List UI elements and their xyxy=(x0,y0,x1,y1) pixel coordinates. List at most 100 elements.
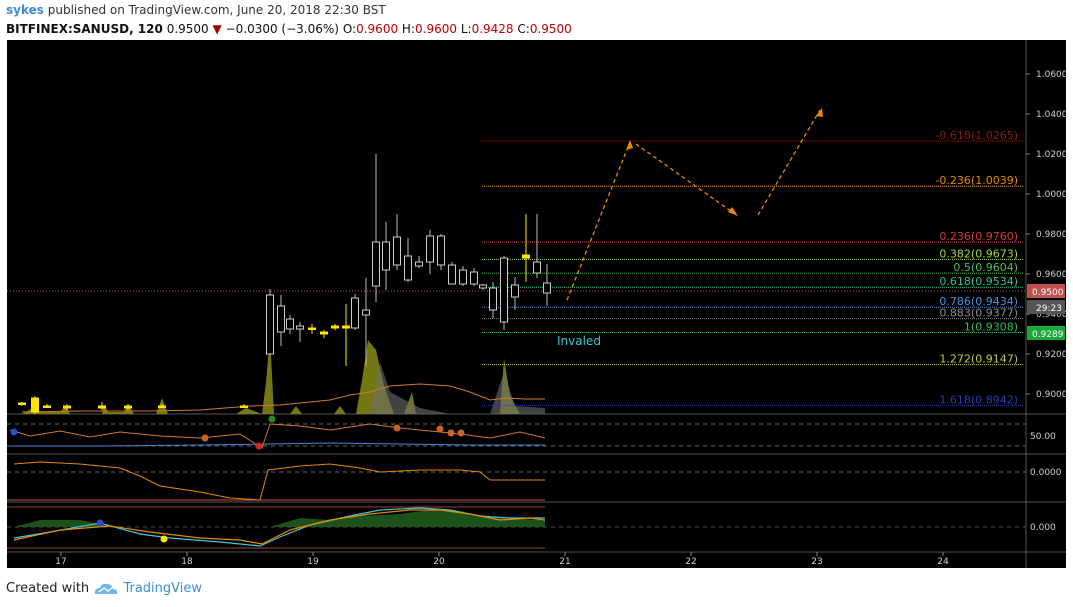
down-arrow-icon: ▼ xyxy=(212,22,222,36)
author-link[interactable]: sykes xyxy=(6,3,44,17)
candle-body xyxy=(382,241,390,271)
candle-body xyxy=(351,297,359,329)
volume-area xyxy=(21,336,545,414)
open-value: 0.9600 xyxy=(356,22,399,36)
projection-path[interactable] xyxy=(566,109,821,301)
fib-level-label: -0.618(1.0265) xyxy=(935,129,1018,142)
price-tick-label: 0.9800 xyxy=(1036,230,1068,240)
candle-body xyxy=(331,325,339,329)
candle-body xyxy=(522,254,530,259)
candle-body xyxy=(18,402,26,405)
high-label: H: xyxy=(401,22,415,36)
fib-level-label: 0.5(0.9604) xyxy=(953,261,1018,274)
candle-body xyxy=(543,282,551,294)
price-tick-label: 1.0600 xyxy=(1036,70,1068,80)
symbol-label: BITFINEX:SANUSD, 120 xyxy=(6,22,163,36)
created-with-label: Created with xyxy=(6,581,90,596)
candle-body xyxy=(426,235,434,263)
candle-body xyxy=(437,235,445,266)
current-price-label: 0.9500 xyxy=(1032,288,1064,298)
candle-body xyxy=(372,241,380,287)
price-tick-label: 1.0000 xyxy=(1036,190,1068,200)
candle-body xyxy=(448,264,456,285)
candle-body xyxy=(266,294,274,355)
time-tick-label: 24 xyxy=(937,557,949,567)
price-change: −0.0300 (−3.06%) xyxy=(225,22,339,36)
time-tick-label: 19 xyxy=(307,557,319,567)
rsi-pane[interactable]: 50.00 xyxy=(7,415,1056,450)
rsi-tick: 50.00 xyxy=(1030,432,1056,442)
countdown-tag xyxy=(1027,300,1065,314)
candle-body xyxy=(320,331,328,335)
open-label: O: xyxy=(342,22,357,36)
time-tick-label: 20 xyxy=(433,557,445,567)
fib-level-label: 0.883(0.9377) xyxy=(939,307,1018,320)
osc2-tick: 0.000 xyxy=(1030,523,1056,533)
tradingview-link[interactable]: TradingView xyxy=(123,581,202,596)
price-tick-label: 1.0200 xyxy=(1036,150,1068,160)
ohlc-bar: BITFINEX:SANUSD, 120 0.9500 ▼ −0.0300 (−… xyxy=(6,22,572,36)
candle-body xyxy=(308,327,316,330)
fib-level-label: 0.382(0.9673) xyxy=(939,247,1018,260)
candle-body xyxy=(459,269,467,285)
candle-body xyxy=(240,405,248,408)
arrow-head-icon xyxy=(728,207,738,216)
fib-level-label: 0.236(0.9760) xyxy=(939,230,1018,243)
fib-level-label: 1.272(0.9147) xyxy=(939,353,1018,366)
candle-body xyxy=(124,405,132,409)
low-value: 0.9428 xyxy=(471,22,514,36)
countdown-label: 29:23 xyxy=(1036,304,1062,314)
tradingview-logo-icon xyxy=(95,583,118,594)
price-tick-label: 0.9000 xyxy=(1036,390,1068,400)
candle-body xyxy=(286,318,294,330)
candle-body xyxy=(533,261,541,274)
osc1-tick: 0.0000 xyxy=(1030,468,1062,478)
fib-level-label: 1.618(0.8942) xyxy=(939,394,1018,407)
candles xyxy=(18,154,551,414)
candle-body xyxy=(489,287,497,311)
green-price-tag xyxy=(1027,326,1065,340)
chart-background xyxy=(7,40,1026,568)
candle-body xyxy=(98,405,106,409)
oscillator-pane-2[interactable]: 0.000 xyxy=(7,506,1056,549)
arrow-head-icon xyxy=(626,140,633,150)
arrow-head-icon xyxy=(816,108,823,117)
published-text: published on TradingView.com, June 20, 2… xyxy=(47,3,386,17)
candle-body xyxy=(158,405,166,408)
last-price: 0.9500 xyxy=(166,22,209,36)
time-tick-label: 21 xyxy=(559,557,570,567)
time-tick-label: 23 xyxy=(811,557,822,567)
candle-body xyxy=(470,271,478,285)
price-tick-label: 0.9400 xyxy=(1036,310,1068,320)
time-tick-label: 17 xyxy=(55,557,66,567)
close-value: 0.9500 xyxy=(529,22,572,36)
fib-level-label: 0.786(0.9434) xyxy=(939,295,1018,308)
high-value: 0.9600 xyxy=(415,22,457,36)
fib-level-label: 0.618(0.9534) xyxy=(939,275,1018,288)
candle-body xyxy=(393,236,401,266)
candle-body xyxy=(500,257,508,323)
close-label: C: xyxy=(517,22,530,36)
trading-chart[interactable]: 1.0600 1.0400 1.0200 1.0000 0.9800 0.9600 0.94… xyxy=(0,40,1073,572)
publish-info: sykes published on TradingView.com, June… xyxy=(6,3,386,17)
oscillator-pane-1[interactable]: 0.0000 xyxy=(7,461,1062,501)
candle-body xyxy=(31,397,39,413)
candle-body xyxy=(362,309,370,316)
candle-body xyxy=(43,405,51,408)
current-price-tag xyxy=(1027,284,1065,298)
fib-level-label: 1(0.9308) xyxy=(964,320,1018,333)
candle-body xyxy=(63,405,71,409)
candle-body xyxy=(511,284,519,298)
candle-body xyxy=(277,305,285,333)
annotation-invaled[interactable]: Invaled xyxy=(557,334,601,348)
low-label: L: xyxy=(460,22,472,36)
candle-body xyxy=(296,325,304,330)
price-tick-label: 0.9200 xyxy=(1036,350,1068,360)
candle-body xyxy=(415,261,423,267)
price-tick-label: 1.0400 xyxy=(1036,110,1068,120)
price-tick-label: 0.9600 xyxy=(1036,270,1068,280)
candle-body xyxy=(404,255,412,281)
candle-body xyxy=(479,284,487,289)
time-axis[interactable] xyxy=(7,553,1066,568)
candle-body xyxy=(342,325,350,329)
